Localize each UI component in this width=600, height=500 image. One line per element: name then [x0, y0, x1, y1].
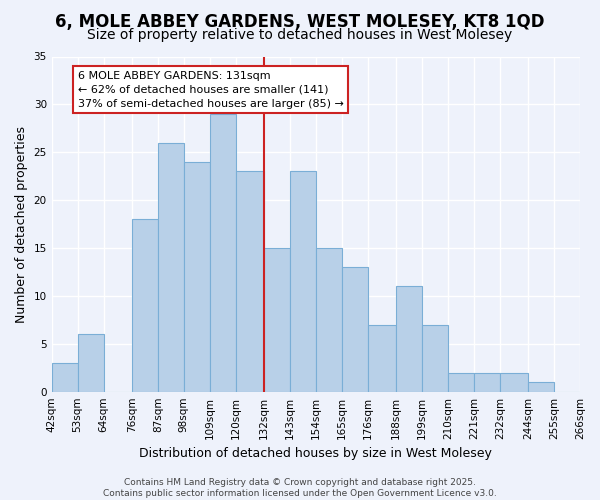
Y-axis label: Number of detached properties: Number of detached properties: [15, 126, 28, 322]
Bar: [264, 248, 290, 392]
Bar: [290, 172, 316, 392]
Text: Size of property relative to detached houses in West Molesey: Size of property relative to detached ho…: [88, 28, 512, 42]
X-axis label: Distribution of detached houses by size in West Molesey: Distribution of detached houses by size …: [139, 447, 492, 460]
Bar: [448, 372, 474, 392]
Text: Contains HM Land Registry data © Crown copyright and database right 2025.
Contai: Contains HM Land Registry data © Crown c…: [103, 478, 497, 498]
Bar: [368, 324, 396, 392]
Bar: [528, 382, 554, 392]
Bar: [396, 286, 422, 392]
Bar: [77, 334, 104, 392]
Bar: [132, 220, 158, 392]
Bar: [500, 372, 528, 392]
Bar: [422, 324, 448, 392]
Bar: [474, 372, 500, 392]
Bar: [342, 267, 368, 392]
Bar: [52, 363, 77, 392]
Bar: [209, 114, 236, 392]
Text: 6, MOLE ABBEY GARDENS, WEST MOLESEY, KT8 1QD: 6, MOLE ABBEY GARDENS, WEST MOLESEY, KT8…: [55, 12, 545, 30]
Bar: [236, 172, 264, 392]
Bar: [158, 142, 184, 392]
Text: 6 MOLE ABBEY GARDENS: 131sqm
← 62% of detached houses are smaller (141)
37% of s: 6 MOLE ABBEY GARDENS: 131sqm ← 62% of de…: [77, 71, 343, 109]
Bar: [316, 248, 342, 392]
Bar: [184, 162, 209, 392]
